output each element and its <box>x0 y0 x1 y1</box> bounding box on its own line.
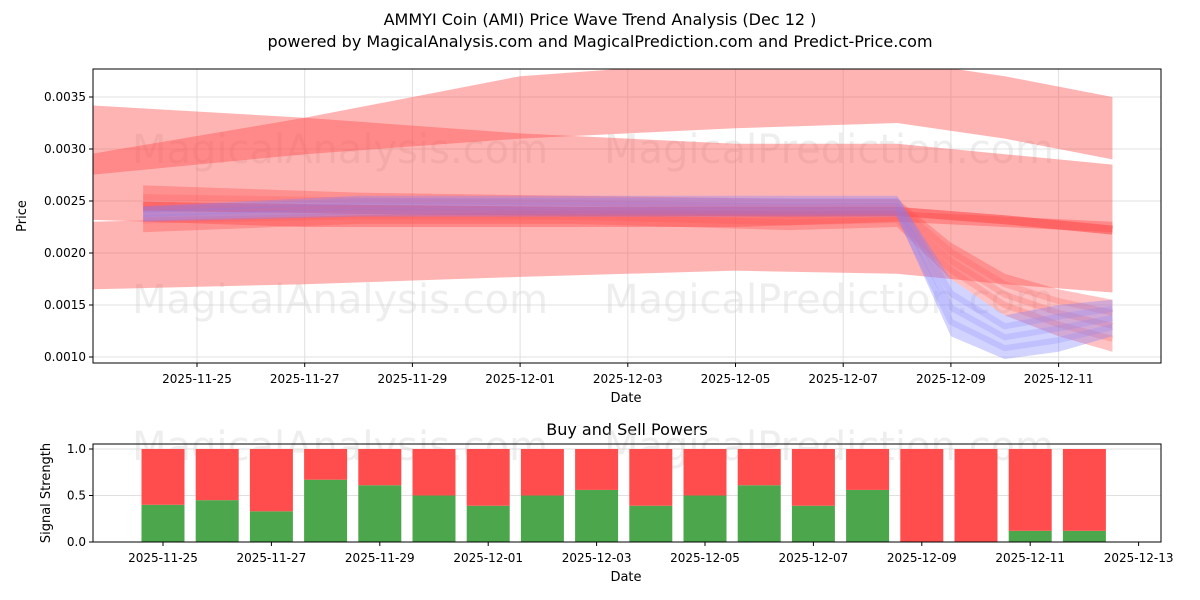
bar-2025-11-27 <box>250 449 293 542</box>
sell-bar <box>955 449 998 542</box>
buy-bar <box>1009 531 1052 542</box>
sell-bar <box>467 449 510 506</box>
x-tick-label: 2025-12-01 <box>453 551 523 565</box>
y-tick-label: 0.0015 <box>44 298 86 312</box>
bar-2025-12-09 <box>900 449 943 542</box>
buy-bar <box>521 496 564 543</box>
x-tick-label: 2025-12-03 <box>562 551 632 565</box>
x-tick-label: 2025-12-11 <box>995 551 1065 565</box>
x-tick-label: 2025-12-01 <box>485 372 555 386</box>
buy-bar <box>250 511 293 542</box>
sell-bar <box>1009 449 1052 531</box>
bar-2025-11-26 <box>196 449 239 542</box>
y-tick-label: 0.0020 <box>44 246 86 260</box>
bar-2025-12-03 <box>575 449 618 542</box>
y-tick-label: 0.5 <box>67 489 86 503</box>
x-tick-label: 2025-11-29 <box>345 551 415 565</box>
bar-2025-11-28 <box>304 449 347 542</box>
buy-sell-chart: Buy and Sell Powers MagicalAnalysis.com … <box>39 420 1173 585</box>
buy-bar <box>738 485 781 542</box>
price-chart: MagicalAnalysis.com MagicalPrediction.co… <box>15 61 1161 406</box>
price-y-axis: 0.0010 0.0015 0.0020 0.0025 0.0030 0.0035 <box>44 90 93 364</box>
bar-2025-12-01 <box>467 449 510 542</box>
x-tick-label: 2025-12-09 <box>887 551 957 565</box>
y-tick-label: 0.0 <box>67 535 86 549</box>
sell-bar <box>684 449 727 496</box>
x-tick-label: 2025-11-25 <box>162 372 232 386</box>
bar-2025-12-07 <box>792 449 835 542</box>
buy-bar <box>1063 531 1106 542</box>
bar-2025-12-10 <box>955 449 998 542</box>
y-tick-label: 0.0010 <box>44 350 86 364</box>
sell-bar <box>846 449 889 490</box>
bar-2025-12-02 <box>521 449 564 542</box>
sell-bar <box>142 449 185 505</box>
bar-2025-12-06 <box>738 449 781 542</box>
x-tick-label: 2025-12-05 <box>670 551 740 565</box>
buy-bar <box>142 505 185 542</box>
bar-2025-12-12 <box>1063 449 1106 542</box>
bar-2025-11-25 <box>142 449 185 542</box>
x-tick-label: 2025-12-07 <box>779 551 849 565</box>
sell-bar <box>196 449 239 500</box>
x-tick-label: 2025-12-11 <box>1024 372 1094 386</box>
buy-sell-x-axis: 2025-11-25 2025-11-27 2025-11-29 2025-12-01… <box>128 542 1173 565</box>
sell-bar <box>575 449 618 490</box>
price-x-axis: 2025-11-25 2025-11-27 2025-11-29 2025-12-01… <box>162 363 1093 386</box>
buy-bar <box>196 500 239 542</box>
buy-bar <box>846 490 889 542</box>
x-tick-label: 2025-12-09 <box>916 372 986 386</box>
bar-2025-11-30 <box>413 449 456 542</box>
sell-bar <box>250 449 293 511</box>
x-tick-label: 2025-12-13 <box>1104 551 1174 565</box>
sell-bar <box>521 449 564 496</box>
buy-bar <box>304 480 347 542</box>
bar-2025-12-08 <box>846 449 889 542</box>
buy-bar <box>358 485 401 542</box>
x-tick-label: 2025-12-03 <box>593 372 663 386</box>
buy-bar <box>467 506 510 542</box>
y-tick-label: 0.0025 <box>44 194 86 208</box>
buy-bar <box>629 506 672 542</box>
y-tick-label: 0.0035 <box>44 90 86 104</box>
bar-2025-11-29 <box>358 449 401 542</box>
x-tick-label: 2025-11-27 <box>237 551 307 565</box>
sell-bar <box>304 449 347 480</box>
sell-bar <box>358 449 401 485</box>
sell-bar <box>738 449 781 485</box>
buy-bar <box>684 496 727 543</box>
bar-2025-12-04 <box>629 449 672 542</box>
sell-bar <box>1063 449 1106 531</box>
y-tick-label: 0.0030 <box>44 142 86 156</box>
buy-bar <box>413 496 456 543</box>
x-tick-label: 2025-12-05 <box>701 372 771 386</box>
sell-bar <box>792 449 835 506</box>
buy-bar <box>792 506 835 542</box>
y-tick-label: 1.0 <box>67 442 86 456</box>
price-y-axis-label: Price <box>15 200 30 232</box>
bar-2025-12-05 <box>684 449 727 542</box>
bar-2025-12-11 <box>1009 449 1052 542</box>
sell-bar <box>900 449 943 542</box>
chart-canvas: MagicalAnalysis.com MagicalPrediction.co… <box>0 0 1200 600</box>
sell-bar <box>629 449 672 506</box>
price-x-axis-label: Date <box>610 391 641 406</box>
buy-sell-y-axis: 0.0 0.5 1.0 <box>67 442 93 549</box>
x-tick-label: 2025-12-07 <box>808 372 878 386</box>
sell-bar <box>413 449 456 496</box>
buy-bar <box>575 490 618 542</box>
x-tick-label: 2025-11-27 <box>270 372 340 386</box>
x-tick-label: 2025-11-25 <box>128 551 198 565</box>
x-tick-label: 2025-11-29 <box>378 372 448 386</box>
buy-sell-y-axis-label: Signal Strength <box>39 443 54 543</box>
buy-sell-x-axis-label: Date <box>610 570 641 585</box>
